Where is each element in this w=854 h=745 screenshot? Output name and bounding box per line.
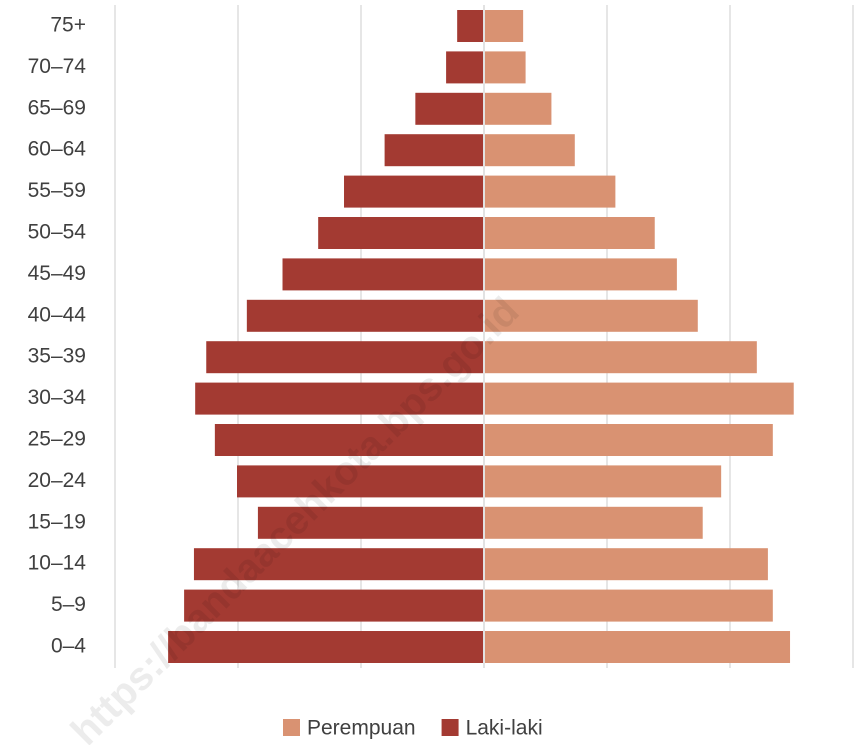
bar [246,299,483,332]
bar [318,217,483,249]
bar [485,548,768,581]
bar [457,10,483,42]
y-tick-label: 5–9 [51,593,86,616]
bar [485,424,773,456]
y-tick-label: 25–29 [28,428,86,451]
bar [214,424,484,456]
bar [485,631,791,663]
y-tick-label: 0–4 [51,635,86,658]
bar [485,134,575,167]
y-tick-label: 45–49 [28,262,86,285]
bar [485,10,524,42]
bar [485,51,526,84]
y-tick-label: 35–39 [28,345,86,368]
y-tick-label: 55–59 [28,179,86,202]
bar [485,175,616,208]
y-tick-label: 10–14 [28,552,87,575]
bar [485,258,677,291]
y-tick-label: 15–19 [28,510,86,533]
legend-swatch [441,719,459,736]
bar [384,134,483,167]
bar [446,51,483,84]
bar [282,258,483,291]
y-tick-label: 50–54 [28,221,87,244]
bar [195,382,483,415]
bar [257,506,483,539]
legend-swatch [283,719,300,736]
bar [168,631,483,663]
legend-label: Laki-laki [466,717,543,740]
bar [485,465,722,498]
bar [485,217,655,249]
bar [485,299,698,332]
y-tick-label: 70–74 [28,55,87,78]
y-tick-label: 65–69 [28,96,86,119]
bar [237,465,483,498]
legend-label: Perempuan [307,717,416,740]
y-tick-label: 40–44 [28,303,87,326]
bar [485,506,703,539]
y-tick-label: 75+ [50,14,86,37]
y-tick-label: 30–34 [28,386,87,409]
bar [485,92,552,125]
bar [184,589,484,622]
bar [344,175,483,208]
bar [193,548,483,581]
y-tick-label: 20–24 [28,469,87,492]
bar [485,589,773,622]
bar [485,341,757,374]
bar [485,382,794,415]
bar [415,92,483,125]
bar [206,341,483,374]
y-tick-label: 60–64 [28,138,87,161]
